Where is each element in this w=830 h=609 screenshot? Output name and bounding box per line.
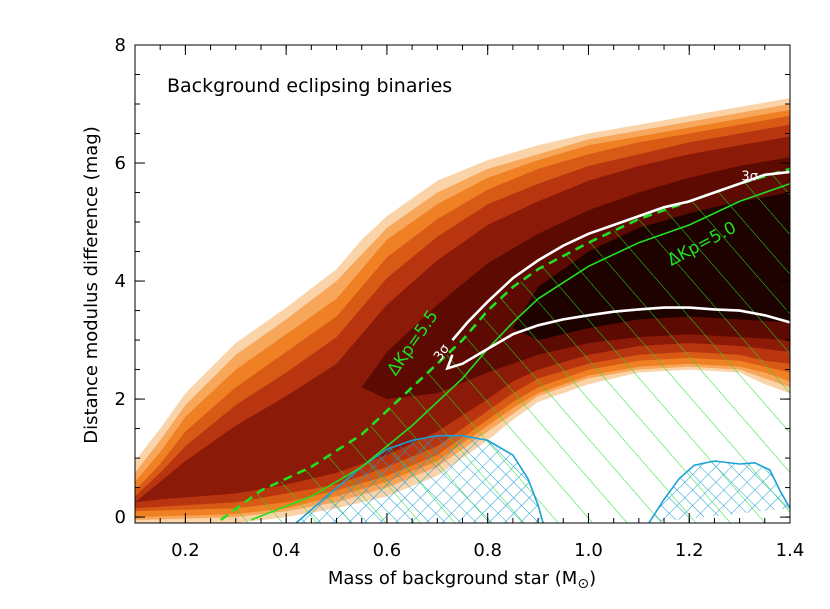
blue-hatched-regions (295, 434, 790, 523)
kp-contour-1 (250, 182, 790, 521)
blue-region-outline-0 (295, 434, 544, 523)
panel-annotation: Background eclipsing binaries (167, 75, 452, 97)
y-tick-label: 8 (115, 35, 126, 56)
axis-ticks: 0.2 0.4 0.6 0.8 1.0 1.2 1.4 0 2 4 6 8 (115, 35, 805, 561)
y-tick-label: 6 (115, 153, 126, 174)
blue-hatch-b-0 (296, 435, 544, 523)
x-tick-label: 1.4 (776, 540, 805, 561)
y-tick-label: 2 (115, 389, 126, 410)
kp-contours (219, 167, 790, 522)
x-tick-label: 1.0 (574, 540, 603, 561)
y-axis-title: Distance modulus difference (mag) (81, 126, 102, 443)
sigma-contour (445, 170, 790, 371)
sigma-label-0: 3σ (741, 170, 758, 185)
x-axis-title-text: Mass of background star (M (328, 568, 577, 589)
blue-hatch-b-1 (648, 461, 790, 523)
y-tick-label: 4 (115, 271, 126, 292)
y-tick-label: 0 (115, 507, 126, 528)
x-tick-label: 0.4 (272, 540, 301, 561)
x-axis-title: Mass of background star (M⊙) (328, 568, 596, 592)
x-axis-title-close: ) (589, 568, 596, 589)
plot-area (135, 98, 790, 523)
x-tick-label: 0.6 (373, 540, 402, 561)
x-tick-label: 0.8 (473, 540, 502, 561)
x-tick-label: 0.2 (171, 540, 200, 561)
sun-symbol: ⊙ (577, 576, 589, 592)
blue-region-outline-1 (648, 460, 790, 523)
sigma-contour-outer (451, 170, 790, 341)
x-tick-label: 1.2 (675, 540, 704, 561)
sigma-contour-inner (445, 306, 790, 371)
